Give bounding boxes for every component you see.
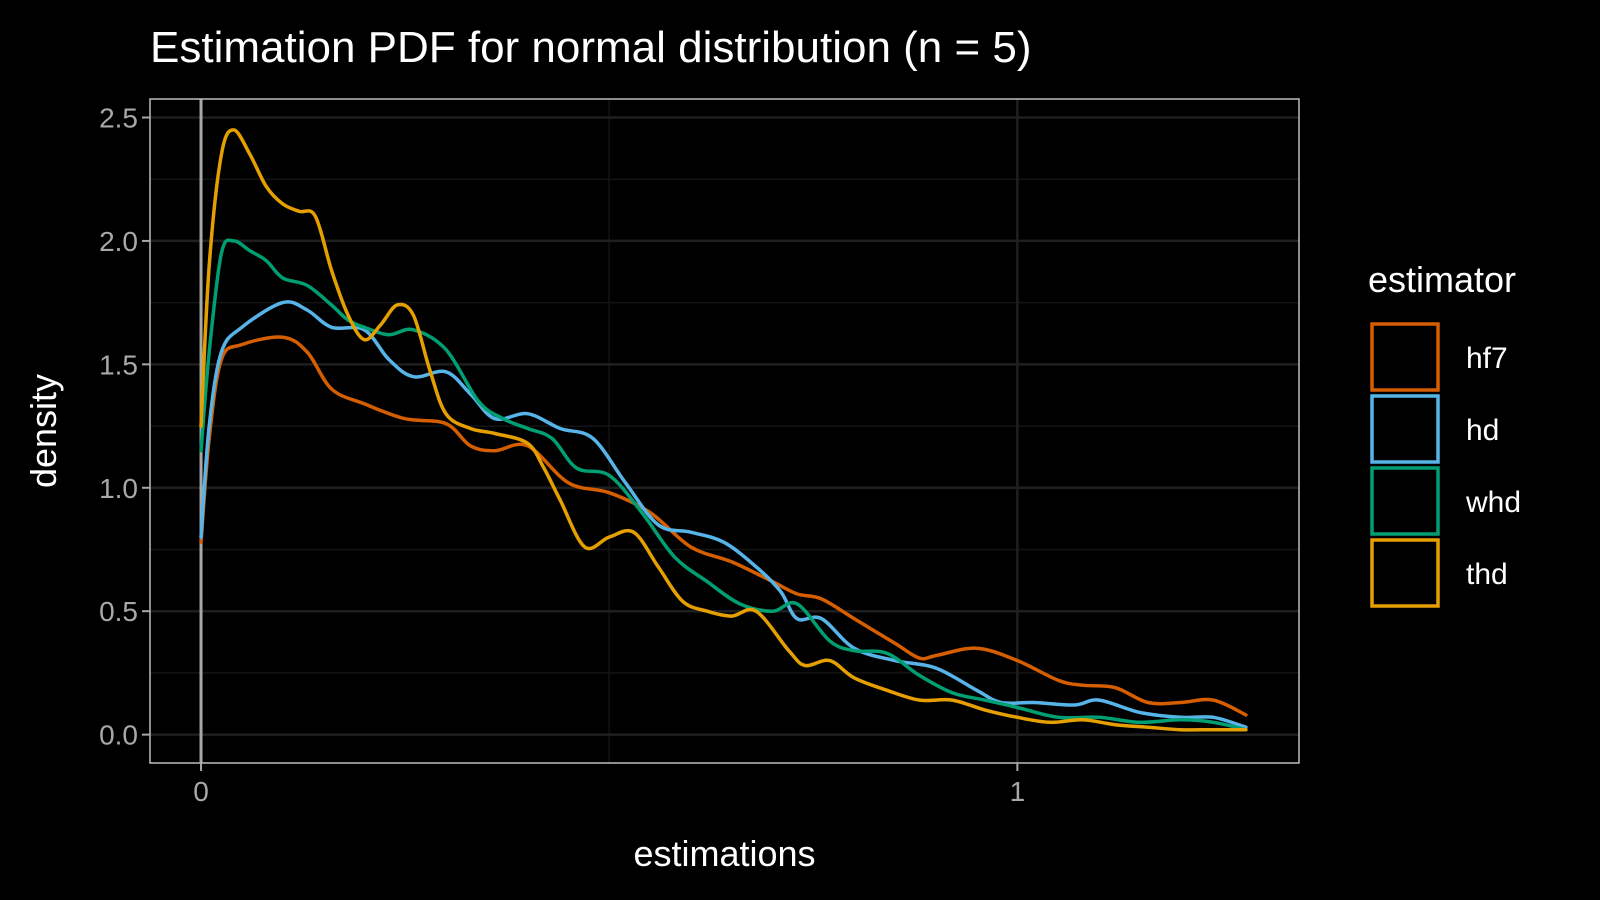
legend-key-whd xyxy=(1370,466,1440,536)
y-tick-label: 0.5 xyxy=(99,596,138,627)
x-tick-label: 0 xyxy=(193,776,209,807)
series-line-hd xyxy=(199,300,1248,729)
legend-label-thd: thd xyxy=(1466,558,1508,591)
series-line-whd xyxy=(199,238,1248,732)
legend-key-hf7 xyxy=(1370,322,1440,392)
grid-major xyxy=(150,99,1299,763)
panel-border xyxy=(149,98,1300,764)
y-axis: 0.0 0.5 1.0 1.5 2.0 2.5 xyxy=(99,103,150,751)
legend: estimator hf7 hd whd thd xyxy=(1368,259,1521,608)
panel-background xyxy=(150,99,1299,763)
chart-title: Estimation PDF for normal distribution (… xyxy=(150,23,1032,72)
y-tick-label: 1.5 xyxy=(99,349,138,380)
legend-label-whd: whd xyxy=(1465,486,1521,519)
series-lines xyxy=(199,128,1248,732)
y-tick-label: 0.0 xyxy=(99,720,138,751)
plot-panel xyxy=(149,98,1300,764)
legend-key-hd xyxy=(1370,394,1440,464)
legend-label-hf7: hf7 xyxy=(1466,342,1508,375)
legend-title: estimator xyxy=(1368,259,1516,300)
series-line-hf7 xyxy=(199,335,1248,717)
x-tick-label: 1 xyxy=(1010,776,1026,807)
x-axis-title: estimations xyxy=(633,833,815,874)
legend-key-thd xyxy=(1370,538,1440,608)
series-line-thd xyxy=(199,128,1248,732)
legend-label-hd: hd xyxy=(1466,414,1499,447)
y-tick-label: 2.0 xyxy=(99,226,138,257)
y-axis-title: density xyxy=(23,374,64,488)
y-tick-label: 2.5 xyxy=(99,103,138,134)
legend-items: hf7 hd whd thd xyxy=(1370,322,1521,608)
y-tick-label: 1.0 xyxy=(99,473,138,504)
